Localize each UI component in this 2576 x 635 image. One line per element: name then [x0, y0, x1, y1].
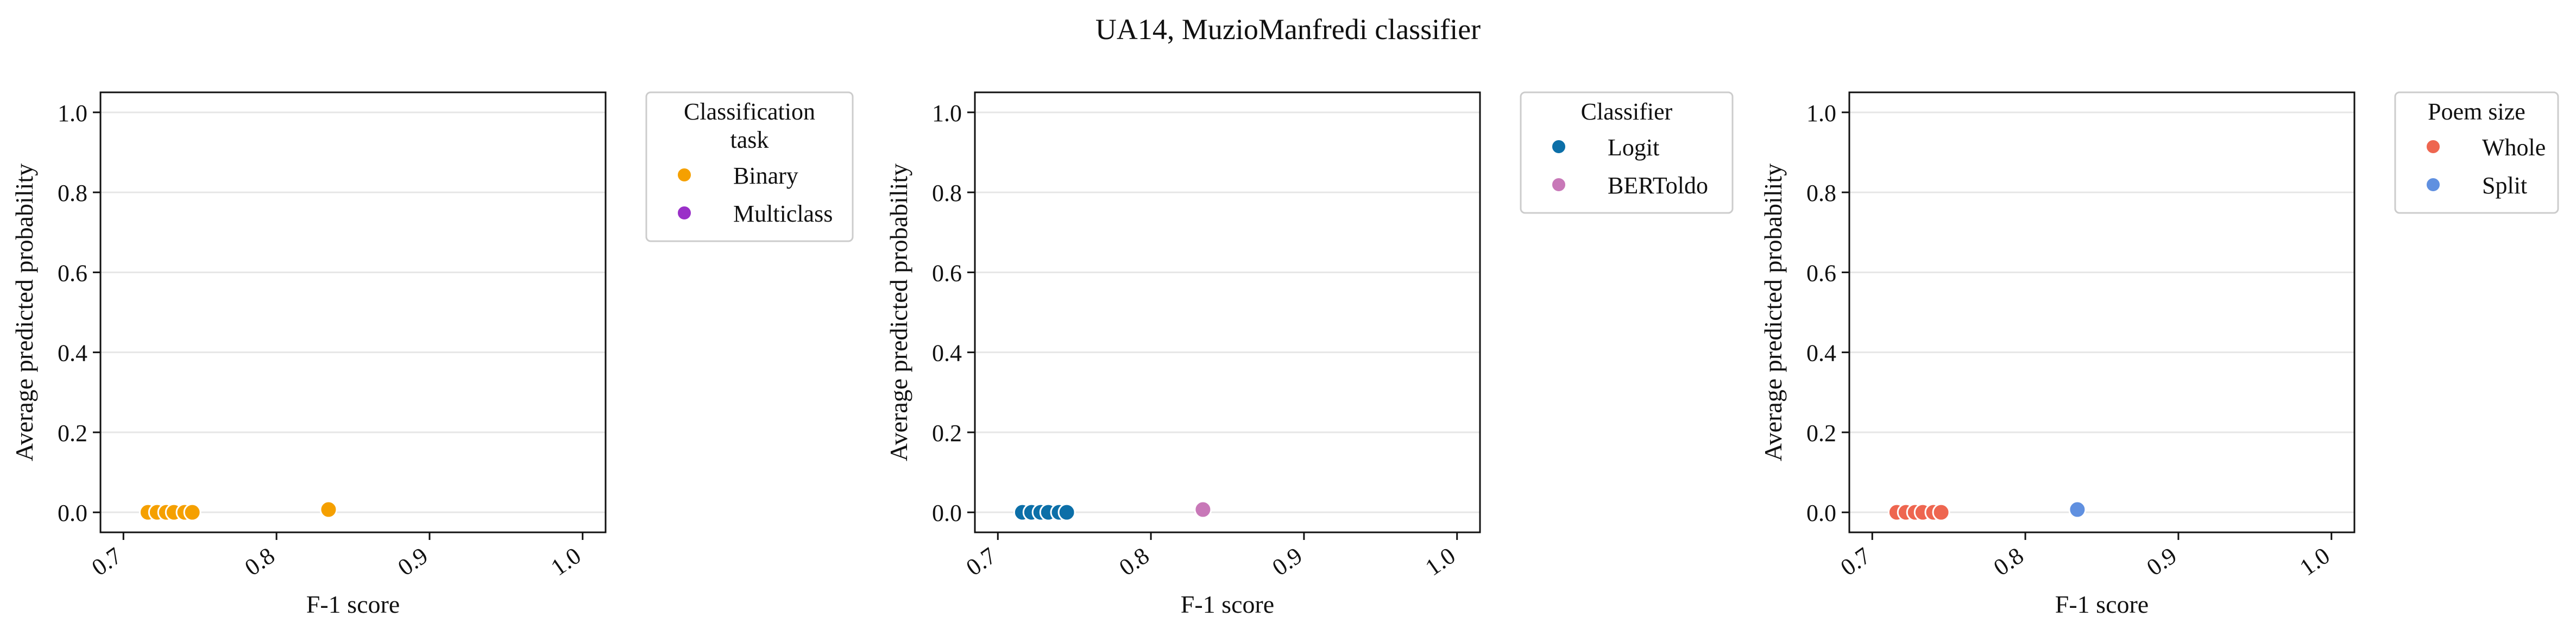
legend: Classifier Logit BERToldo	[1520, 91, 1734, 214]
y-tick-label: 0.6	[932, 260, 962, 286]
x-tick-label: 0.9	[393, 542, 432, 581]
y-tick-label: 0.2	[932, 420, 962, 447]
y-tick-label: 0.8	[58, 180, 87, 206]
subplot-2: 0.0 0.2 0.4 0.6 0.8 1.0 0.7 0.8 0.9 1.0 F-1 score A…	[885, 91, 1734, 618]
y-tick-label: 0.4	[58, 340, 87, 367]
data-point	[183, 503, 201, 521]
subplot-1: 0.0 0.2 0.4 0.6 0.8 1.0 0.7 0.8 0.9 1.0 F-1 score A…	[10, 91, 854, 618]
axes-frame	[99, 91, 607, 533]
x-tick-label: 0.9	[1267, 542, 1307, 581]
legend-entry-label: Multiclass	[733, 200, 833, 227]
data-point	[1057, 503, 1076, 521]
y-tick-label: 0.0	[1806, 500, 1836, 526]
legend-marker	[677, 205, 692, 221]
data-point	[2068, 500, 2087, 519]
axes-frame	[1848, 91, 2355, 533]
x-tick-label: 0.7	[961, 542, 1001, 581]
legend-marker	[1551, 139, 1566, 154]
y-tick-label: 1.0	[932, 100, 962, 127]
legend-entry-label: Split	[2482, 172, 2527, 199]
x-tick-label: 0.8	[1989, 542, 2029, 581]
y-axis-label: Average predicted probability	[1759, 164, 1787, 461]
legend-marker	[2426, 177, 2441, 192]
y-tick-label: 0.2	[1806, 420, 1836, 447]
legend-title: Poem size	[2428, 98, 2525, 125]
data-point	[319, 500, 338, 519]
legend-title: Classification	[684, 98, 815, 125]
y-axis-label: Average predicted probability	[885, 164, 912, 461]
legend-marker	[677, 167, 692, 183]
y-tick-label: 1.0	[1806, 100, 1836, 127]
legend-title: task	[730, 127, 769, 153]
x-tick-label: 0.7	[1836, 542, 1875, 581]
y-tick-label: 0.6	[1806, 260, 1836, 286]
axes-frame	[974, 91, 1481, 533]
legend-entry-label: Logit	[1608, 134, 1659, 161]
y-tick-label: 0.4	[932, 340, 962, 367]
y-tick-label: 1.0	[58, 100, 87, 127]
legend-title: Classifier	[1581, 98, 1673, 125]
legend-entry-label: Whole	[2482, 134, 2546, 161]
legend-box	[645, 91, 854, 242]
legend-marker	[2426, 139, 2441, 154]
x-tick-label: 1.0	[2295, 542, 2334, 581]
y-tick-label: 0.8	[1806, 180, 1836, 206]
data-point	[1194, 500, 1212, 519]
y-axis-label: Average predicted probability	[10, 164, 38, 461]
x-tick-label: 0.7	[87, 542, 127, 581]
x-tick-label: 1.0	[546, 542, 585, 581]
legend-entry-label: BERToldo	[1608, 172, 1708, 199]
x-axis-label: F-1 score	[2055, 590, 2149, 618]
x-tick-label: 1.0	[1420, 542, 1460, 581]
x-axis-label: F-1 score	[1181, 590, 1274, 618]
x-axis-label: F-1 score	[306, 590, 400, 618]
y-tick-label: 0.0	[932, 500, 962, 526]
x-tick-label: 0.9	[2142, 542, 2181, 581]
legend: Poem size Whole Split	[2394, 91, 2559, 214]
legend-marker	[1551, 177, 1566, 192]
y-tick-label: 0.8	[932, 180, 962, 206]
y-tick-label: 0.6	[58, 260, 87, 286]
data-point	[1932, 503, 1950, 521]
y-tick-label: 0.0	[58, 500, 87, 526]
legend-box	[1520, 91, 1734, 214]
y-tick-label: 0.2	[58, 420, 87, 447]
y-tick-label: 0.4	[1806, 340, 1836, 367]
x-tick-label: 0.8	[240, 542, 280, 581]
x-tick-label: 0.8	[1114, 542, 1154, 581]
figure-title: UA14, MuzioManfredi classifier	[1095, 13, 1481, 46]
subplot-3: 0.0 0.2 0.4 0.6 0.8 1.0 0.7 0.8 0.9 1.0 F-1 score A…	[1759, 91, 2559, 618]
legend-entry-label: Binary	[733, 162, 798, 189]
